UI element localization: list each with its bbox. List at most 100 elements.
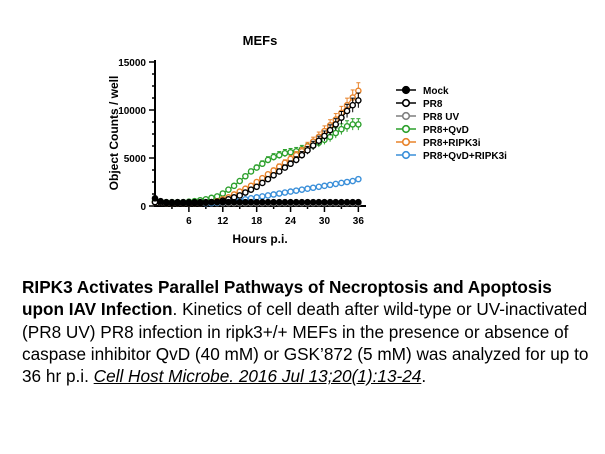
data-point (253, 198, 260, 206)
legend-marker (401, 98, 411, 108)
x-axis-label: Hours p.i. (232, 232, 287, 246)
data-point (309, 184, 317, 192)
legend-label: PR8+RIPK3i (423, 138, 481, 149)
data-point (343, 198, 351, 206)
data-point (349, 101, 357, 109)
data-point (304, 198, 311, 206)
data-point (236, 177, 244, 185)
data-point (270, 191, 277, 198)
data-point (292, 198, 300, 206)
data-point (151, 195, 159, 202)
data-point (242, 172, 249, 180)
legend-label: PR8 (423, 99, 443, 110)
data-point (270, 153, 277, 161)
data-point (275, 198, 283, 206)
data-point (338, 114, 345, 121)
data-point (225, 186, 232, 193)
y-tick-label: 5000 (124, 154, 147, 165)
series-mock (151, 195, 362, 206)
data-point (304, 185, 311, 193)
data-point (338, 125, 345, 133)
data-point (332, 180, 340, 188)
data-point (264, 156, 272, 164)
data-point (230, 198, 238, 206)
data-point (338, 179, 345, 187)
data-point (326, 181, 334, 189)
data-point (349, 198, 357, 206)
x-tick-label: 6 (186, 216, 192, 227)
data-point (174, 198, 181, 206)
data-point (253, 164, 260, 171)
data-point (162, 198, 170, 206)
data-point (287, 148, 294, 156)
data-point (281, 149, 289, 157)
data-point (298, 186, 306, 193)
data-point (332, 121, 340, 128)
data-point (343, 107, 351, 115)
data-point (355, 97, 362, 104)
y-tick-label: 15000 (118, 58, 146, 69)
data-point (321, 182, 328, 190)
data-point (208, 198, 215, 206)
data-point (247, 186, 255, 193)
data-point (292, 156, 300, 164)
legend-label: PR8 UV (423, 112, 459, 123)
data-point (281, 189, 289, 196)
data-point (259, 179, 266, 187)
data-point (236, 198, 244, 206)
data-point (287, 198, 294, 206)
data-point (168, 198, 176, 206)
figure-caption: RIPK3 Activates Parallel Pathways of Nec… (22, 276, 592, 387)
data-point (355, 175, 362, 183)
data-point (315, 183, 323, 191)
data-point (304, 147, 311, 154)
legend-marker (401, 85, 411, 95)
caption-end: . (421, 366, 427, 387)
data-point (332, 129, 340, 137)
chart-figure: MEFs Object Counts / well Hours p.i. 0 50… (107, 33, 507, 246)
legend-marker (401, 111, 411, 121)
data-point (309, 198, 317, 206)
data-point (343, 123, 351, 130)
caption-text: . Kinetics of cell death after wild-type… (22, 299, 589, 387)
data-point (338, 198, 345, 206)
data-point (287, 160, 294, 168)
data-point (309, 142, 317, 149)
data-point (219, 198, 227, 206)
data-point (225, 198, 232, 206)
legend-label: PR8+QvD+RIPK3i (423, 151, 507, 162)
data-point (230, 182, 238, 190)
data-point (242, 198, 249, 206)
data-point (236, 192, 244, 199)
data-point (270, 198, 277, 206)
legend-marker (401, 124, 411, 134)
data-point (275, 151, 283, 159)
y-axis-label: Object Counts / well (107, 76, 121, 191)
series-pr8 (151, 92, 362, 207)
y-tick-label: 0 (140, 202, 146, 213)
legend-label: Mock (423, 86, 449, 97)
data-point (281, 164, 289, 171)
chart-title: MEFs (243, 33, 278, 48)
data-point (259, 193, 266, 200)
x-tick-label: 12 (217, 216, 229, 227)
data-point (292, 187, 300, 194)
legend-marker (401, 150, 411, 160)
citation-link[interactable]: Cell Host Microbe. 2016 Jul 13;20(1):13-… (93, 366, 422, 387)
data-point (259, 160, 266, 168)
data-point (264, 198, 272, 206)
legend-label: PR8+QvD (423, 125, 469, 136)
data-point (242, 189, 249, 196)
data-point (264, 192, 272, 199)
x-tick-label: 30 (319, 216, 331, 227)
data-point (332, 198, 340, 206)
data-point (355, 198, 362, 206)
data-point (247, 168, 255, 175)
x-tick-label: 18 (251, 216, 263, 227)
data-point (315, 137, 323, 145)
data-point (275, 168, 283, 175)
legend: Mock PR8 PR8 UV PR8+QvD PR8+RIPK3i PR8+QvD+RI… (396, 85, 507, 162)
data-point (298, 151, 306, 159)
data-point (326, 198, 334, 206)
plot-area (151, 82, 362, 207)
